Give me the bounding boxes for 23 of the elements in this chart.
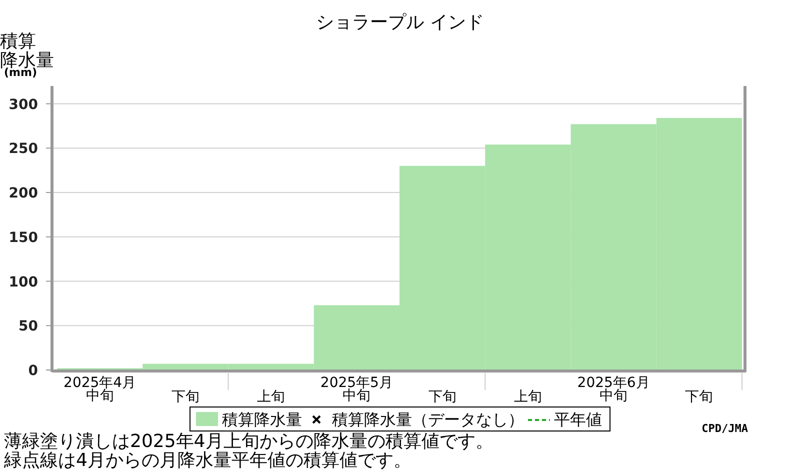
legend-label: 積算降水量（データなし）: [332, 410, 524, 429]
x-tick-label: 下旬: [685, 389, 714, 405]
y-axis-title: 積算降水量(mm): [0, 31, 54, 79]
legend-label: 積算降水量: [222, 410, 302, 429]
x-tick-label: 2025年5月中旬: [320, 375, 393, 404]
y-tick-label: 250: [8, 141, 38, 158]
text: CPD/JMA: [702, 422, 748, 435]
y-tick-label: 50: [18, 318, 38, 335]
y-tick-label: 0: [28, 363, 38, 379]
x-tick-label: 下旬: [171, 389, 200, 405]
y-tick-label: 200: [8, 186, 38, 202]
text: 緑点線は4月からの月降水量平年値の積算値です。: [3, 450, 412, 470]
y-tick-label: 150: [8, 230, 38, 246]
x-tick-label: 下旬: [428, 389, 456, 405]
text: 薄緑塗り潰しは2025年4月上旬からの降水量の積算値です。: [4, 431, 494, 452]
x-tick-label: 2025年6月中旬: [577, 375, 650, 404]
y-tick-label: 300: [8, 96, 38, 113]
y-tick-label: 100: [8, 274, 38, 290]
chart-title: ショラープル インド: [316, 12, 484, 33]
x-tick-label: 上旬: [514, 389, 542, 405]
legend-label: 平年値: [554, 410, 602, 429]
x-tick-label: 上旬: [257, 389, 286, 405]
x-tick-label: 2025年4月中旬: [64, 375, 136, 404]
